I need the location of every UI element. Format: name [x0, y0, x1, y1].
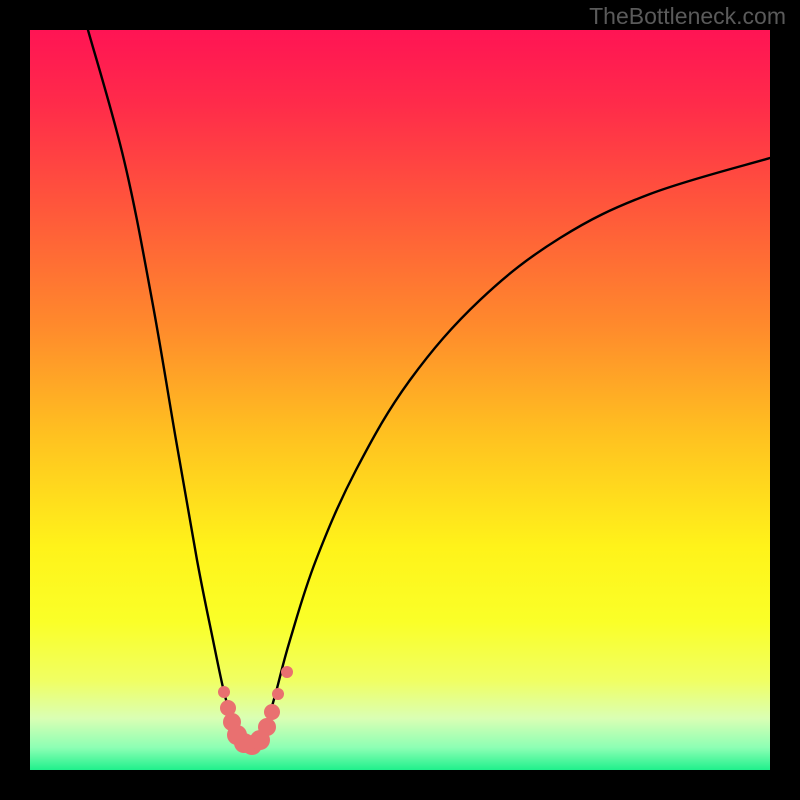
- marker-dot: [281, 666, 293, 678]
- marker-dot: [258, 718, 276, 736]
- marker-dot: [218, 686, 230, 698]
- marker-dot: [272, 688, 284, 700]
- marker-dot: [264, 704, 280, 720]
- bottleneck-chart: [0, 0, 800, 800]
- chart-stage: TheBottleneck.com: [0, 0, 800, 800]
- gradient-background: [30, 30, 770, 770]
- plot-area: [30, 30, 770, 770]
